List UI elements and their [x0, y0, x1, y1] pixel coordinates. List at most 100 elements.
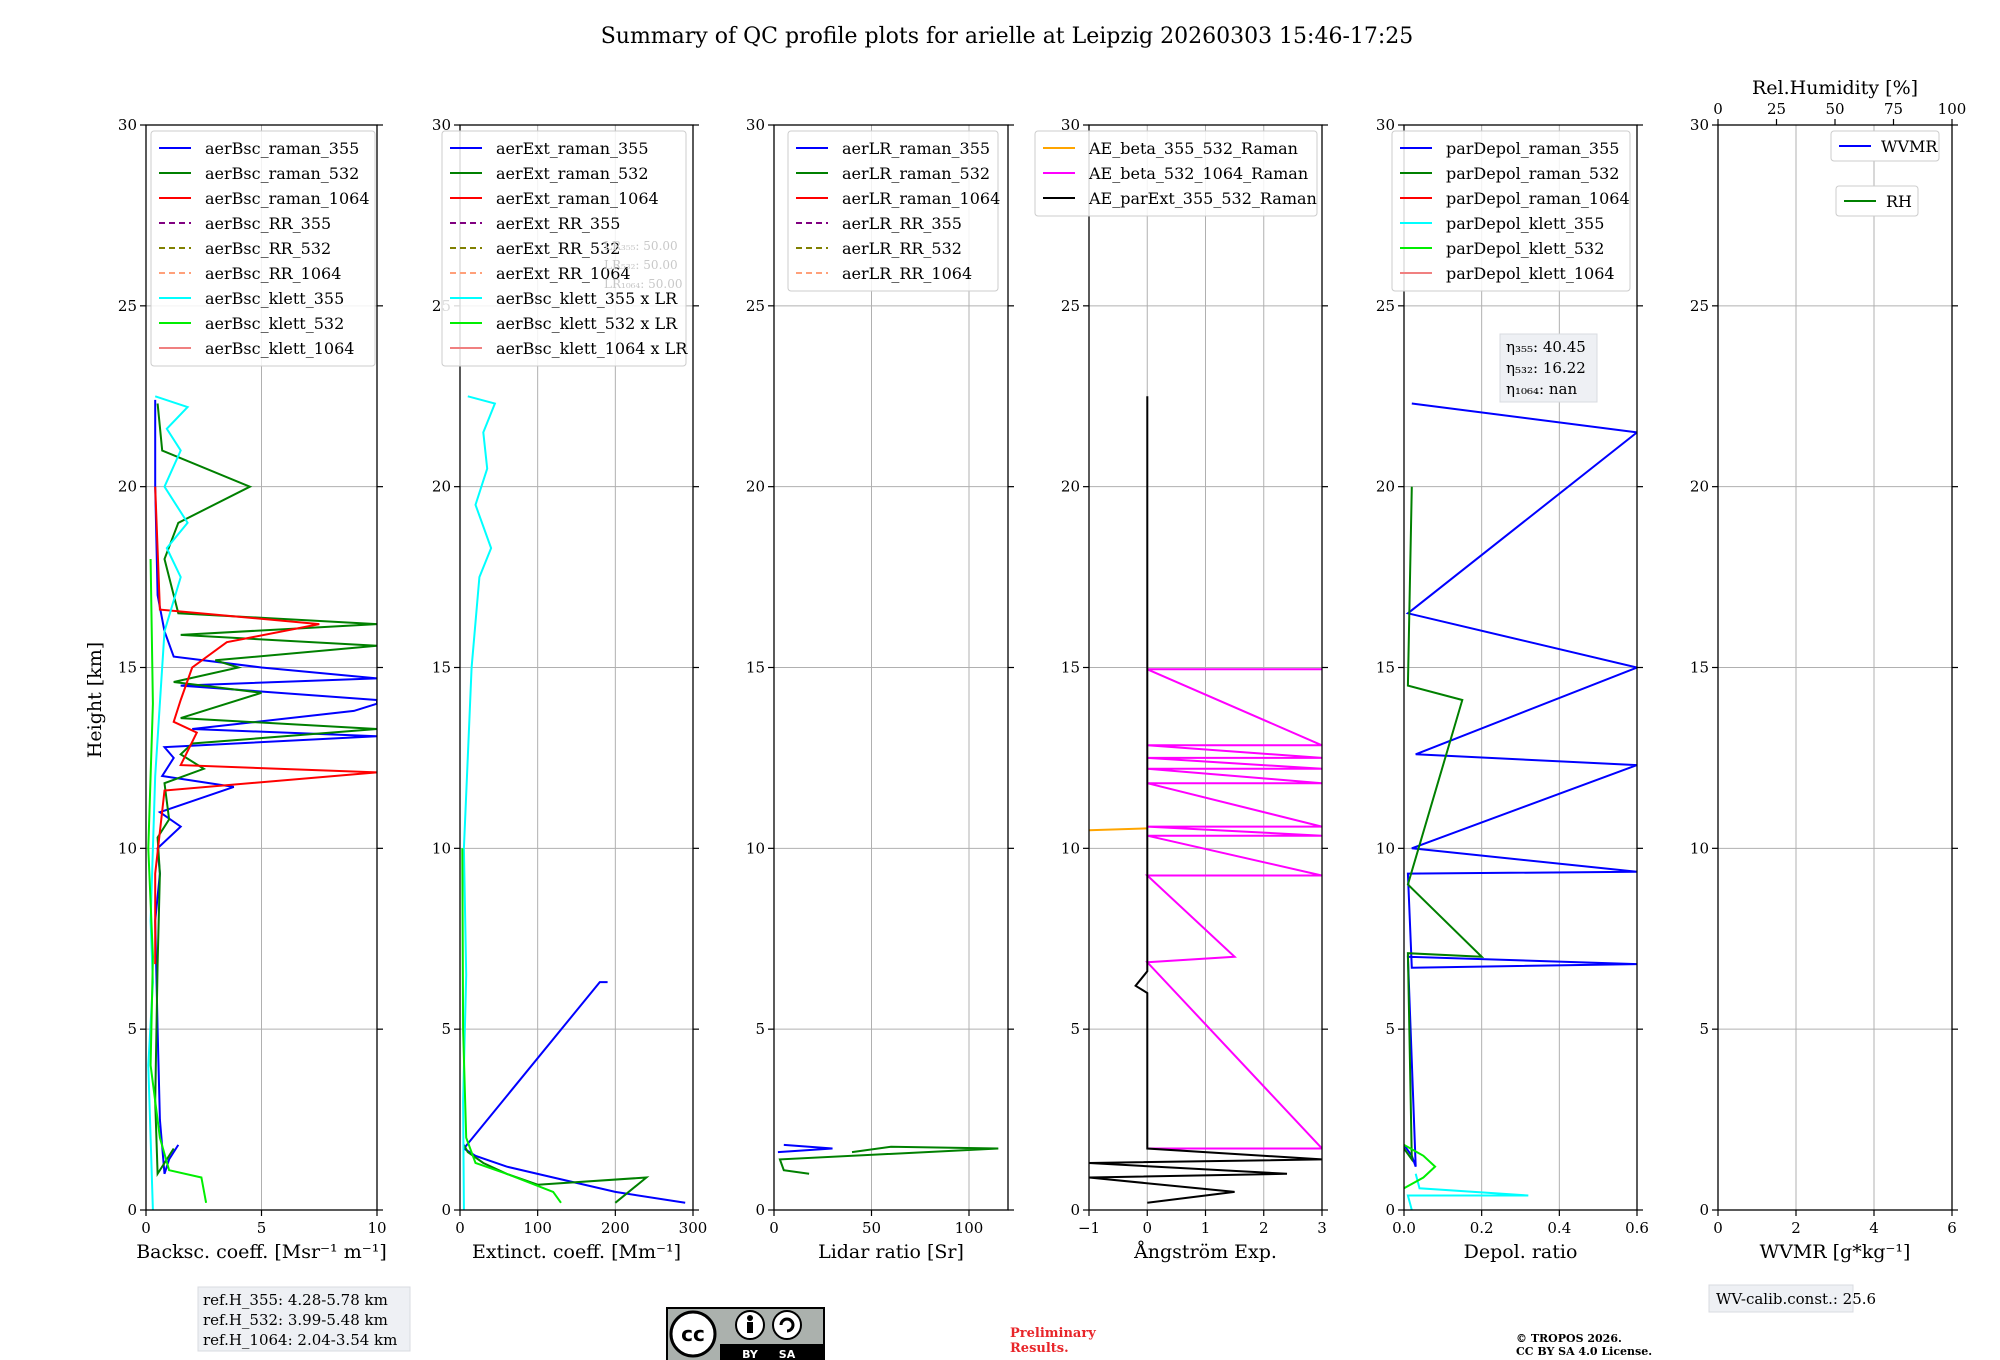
legend-box-ae [1034, 130, 1318, 217]
ytick-label-wv: 20 [1690, 478, 1709, 496]
legend-label-bsc-6: aerBsc_klett_355 [205, 289, 344, 308]
cc-label: cc [681, 1322, 705, 1346]
wv-calib-box: WV-calib.const.: 25.6 [1708, 1284, 1876, 1313]
top-xtick-label-wv: 100 [1938, 100, 1967, 118]
legend-label-bsc-0: aerBsc_raman_355 [205, 139, 359, 158]
legend-label-lr-1: aerLR_raman_532 [842, 164, 990, 183]
copyright-line-2: CC BY SA 4.0 License. [1516, 1345, 1652, 1358]
ytick-label-wv: 10 [1690, 839, 1709, 857]
ytick-label-bsc: 25 [118, 297, 137, 315]
series-ext-0 [462, 981, 686, 1204]
top-x-axis-label-wv: Rel.Humidity [%] [1752, 77, 1918, 99]
ytick-label-depol: 0 [1385, 1201, 1395, 1219]
legend-lr: aerLR_raman_355 aerLR_raman_532 aerLR_rama… [787, 130, 1000, 292]
series-ext-6 [462, 395, 497, 1210]
y-axis-label: Height [km] [84, 642, 106, 758]
ytick-label-bsc: 15 [118, 659, 137, 677]
panel-depol: 0 5 10 15 20 25 30 0.0 0.2 0.4 0.6 Depol. ratio parD… [1376, 116, 1649, 1263]
ytick-label-depol: 5 [1385, 1020, 1395, 1038]
ytick-label-bsc: 0 [127, 1201, 137, 1219]
ytick-label-ae: 30 [1061, 116, 1080, 134]
ytick-label-wv: 5 [1699, 1020, 1709, 1038]
legend-wv-1: RH [1835, 185, 1919, 217]
attribution-person-head [747, 1315, 753, 1321]
legend-box-bsc [150, 130, 376, 367]
legend-label-bsc-8: aerBsc_klett_1064 [205, 339, 354, 358]
cc-circle-icon [669, 1310, 717, 1358]
ytick-label-ae: 25 [1061, 297, 1080, 315]
legend-bsc: aerBsc_raman_355 aerBsc_raman_532 aerBsc_r… [150, 130, 376, 367]
xtick-label-bsc: 10 [367, 1219, 386, 1237]
ytick-label-wv: 25 [1690, 297, 1709, 315]
xtick-label-bsc: 5 [257, 1219, 267, 1237]
x-axis-label-depol: Depol. ratio [1464, 1241, 1578, 1263]
series-depol-0 [1404, 402, 1637, 1167]
xtick-label-ae: 2 [1259, 1219, 1269, 1237]
ytick-label-ext: 5 [441, 1020, 451, 1038]
ref-height-1064: ref.H_1064: 2.04-3.54 km [203, 1331, 397, 1349]
legend-label-depol-4: parDepol_klett_532 [1446, 239, 1604, 258]
legend-box-wv-1 [1835, 185, 1919, 217]
xtick-label-wv: 4 [1869, 1219, 1879, 1237]
legend-depol: parDepol_raman_355 parDepol_raman_532 parD… [1391, 130, 1631, 292]
ytick-label-lr: 20 [746, 478, 765, 496]
eta-annotation-box: η₃₅₅: 40.45 η₅₃₂: 16.22 η₁₀₆₄: nan [1499, 333, 1598, 403]
series-ae-1 [1144, 668, 1322, 1150]
license-badge: cc BY SA [666, 1307, 825, 1360]
series-ext-7 [461, 848, 562, 1204]
series-depol-3 [1406, 1173, 1529, 1210]
legend-label-ext-7: aerBsc_klett_532 x LR [496, 314, 678, 333]
legend-label-ext-4: aerExt_RR_532 [496, 239, 620, 258]
legend-label-wv-1: RH [1886, 192, 1912, 211]
panel-bsc: 0 5 10 15 20 25 30 0 5 10 Backsc. coeff. [Msr⁻¹ m⁻… [118, 116, 387, 1263]
ytick-label-ae: 15 [1061, 659, 1080, 677]
license-sa-label: SA [779, 1348, 796, 1360]
series-bsc-2 [154, 486, 377, 965]
lr-annotation-2: LR₁₀₆₄: 50.00 [604, 277, 682, 291]
legend-label-ae-2: AE_parExt_355_532_Raman [1088, 189, 1317, 208]
legend-label-lr-5: aerLR_RR_1064 [842, 264, 972, 283]
ytick-label-ext: 0 [441, 1201, 451, 1219]
x-axis-label-bsc: Backsc. coeff. [Msr⁻¹ m⁻¹] [136, 1241, 387, 1263]
ytick-label-depol: 20 [1376, 478, 1395, 496]
legend-label-bsc-2: aerBsc_raman_1064 [205, 189, 370, 208]
legend-label-ext-1: aerExt_raman_532 [496, 164, 649, 183]
x-axis-label-ae: Ångström Exp. [1133, 1241, 1277, 1263]
preliminary-text-2: Results. [1010, 1341, 1069, 1356]
figure-title: Summary of QC profile plots for arielle … [601, 24, 1414, 49]
ytick-label-lr: 30 [746, 116, 765, 134]
top-xtick-label-wv: 0 [1713, 100, 1723, 118]
legend-box-lr [787, 130, 999, 292]
series-bsc-0 [154, 399, 377, 1175]
legend-label-lr-3: aerLR_RR_355 [842, 214, 962, 233]
series-ae-2 [1089, 396, 1322, 1204]
legend-label-bsc-1: aerBsc_raman_532 [205, 164, 359, 183]
legend-label-depol-2: parDepol_raman_1064 [1446, 189, 1630, 208]
legend-label-ext-3: aerExt_RR_355 [496, 214, 620, 233]
ytick-label-lr: 0 [755, 1201, 765, 1219]
ytick-label-bsc: 5 [127, 1020, 137, 1038]
wv-calib-text: WV-calib.const.: 25.6 [1716, 1290, 1876, 1308]
license-badge-strip [720, 1344, 824, 1360]
legend-label-lr-2: aerLR_raman_1064 [842, 189, 1000, 208]
legend-label-depol-1: parDepol_raman_532 [1446, 164, 1619, 183]
ytick-label-ext: 10 [432, 839, 451, 857]
ytick-label-lr: 5 [755, 1020, 765, 1038]
eta-annotation-0: η₃₅₅: 40.45 [1506, 338, 1586, 356]
legend-label-depol-5: parDepol_klett_1064 [1446, 264, 1615, 283]
xtick-label-depol: 0.4 [1547, 1219, 1571, 1237]
xtick-label-wv: 6 [1947, 1219, 1957, 1237]
x-axis-label-lr: Lidar ratio [Sr] [818, 1241, 964, 1263]
ytick-label-ext: 30 [432, 116, 451, 134]
series-bsc-6 [147, 395, 190, 1210]
legend-label-depol-3: parDepol_klett_355 [1446, 214, 1604, 233]
copyright-line-1: © TROPOS 2026. [1516, 1332, 1622, 1345]
series-lr-1 [778, 1145, 999, 1175]
legend-wv-0: WVMR [1830, 130, 1940, 162]
xtick-label-wv: 2 [1791, 1219, 1801, 1237]
top-xtick-label-wv: 50 [1825, 100, 1844, 118]
wv-calib-box-bg [1708, 1284, 1854, 1313]
legend-label-wv-0: WVMR [1881, 137, 1938, 156]
